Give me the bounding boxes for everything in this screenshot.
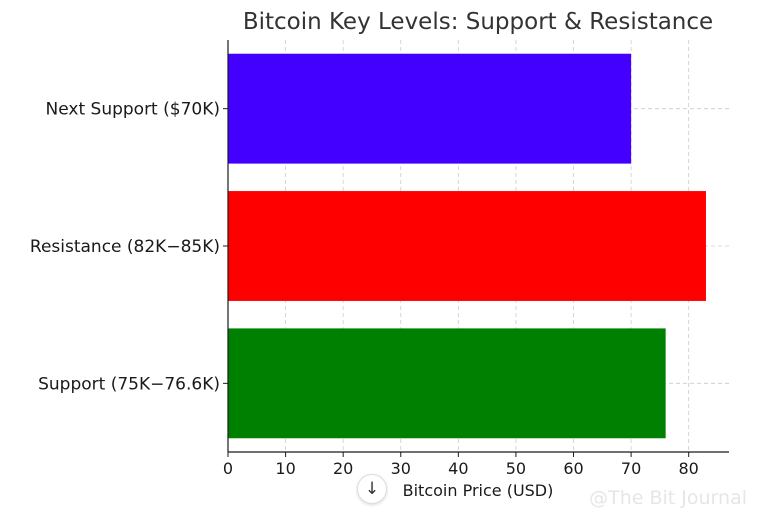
x-tick-label: 50 [506, 459, 526, 478]
x-tick-label: 70 [621, 459, 641, 478]
bar [228, 53, 632, 164]
bar [228, 328, 666, 439]
y-tick-label: Resistance (82K−85K) [30, 237, 220, 257]
bar [228, 191, 706, 301]
x-tick-labels: 0 10 20 30 40 50 60 70 80 [223, 452, 699, 478]
y-tick-label: Support (75K−76.6K) [38, 374, 220, 394]
y-tick-label: Next Support ($70K) [46, 100, 220, 120]
x-tick-label: 80 [679, 459, 699, 478]
watermark: @The Bit Journal [589, 487, 747, 509]
bars [228, 53, 706, 439]
x-axis-label: Bitcoin Price (USD) [403, 481, 554, 500]
y-tick-labels: Support (75K−76.6K) Resistance (82K−85K) N… [30, 100, 228, 394]
x-tick-label: 10 [275, 459, 295, 478]
chart-title: Bitcoin Key Levels: Support & Resistance [243, 9, 713, 35]
x-tick-label: 0 [223, 459, 233, 478]
x-tick-label: 60 [563, 459, 583, 478]
scroll-down-button[interactable]: ↓ [357, 474, 387, 504]
arrow-down-icon: ↓ [364, 479, 380, 499]
x-tick-label: 30 [391, 459, 411, 478]
x-tick-label: 40 [448, 459, 468, 478]
x-tick-label: 20 [333, 459, 353, 478]
